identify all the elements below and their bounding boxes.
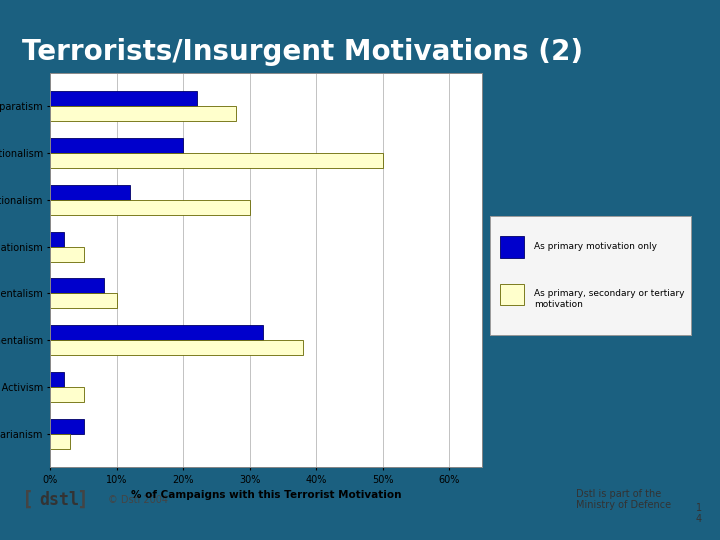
Bar (50, 200, 250, 215)
Bar (50, 232, 63, 247)
Bar (50, 153, 383, 168)
Bar (50, 106, 236, 121)
Text: Dstl is part of the
Ministry of Defence: Dstl is part of the Ministry of Defence (576, 489, 671, 510)
Text: ]: ] (76, 490, 87, 509)
Text: 1
4: 1 4 (696, 503, 702, 524)
Text: dstl: dstl (40, 491, 80, 509)
Bar (50, 293, 117, 308)
Bar (50, 91, 197, 106)
Bar (50, 387, 84, 402)
Text: Terrorists/Insurgent Motivations (2): Terrorists/Insurgent Motivations (2) (22, 38, 582, 66)
Bar (50, 138, 184, 153)
Bar (50, 185, 130, 200)
Bar (50, 419, 84, 434)
Text: As primary motivation only: As primary motivation only (534, 242, 657, 252)
Bar (50, 434, 71, 449)
Bar (50, 340, 303, 355)
Text: As primary, secondary or tertiary
motivation: As primary, secondary or tertiary motiva… (534, 289, 685, 309)
Bar (50, 372, 63, 387)
Bar (50, 325, 263, 340)
Text: [: [ (22, 490, 33, 509)
Bar (500, 284, 524, 305)
Bar (500, 236, 524, 258)
Bar (50, 247, 84, 261)
Text: © Dstl 2004: © Dstl 2004 (108, 495, 168, 505)
Bar (50, 279, 104, 293)
X-axis label: % of Campaigns with this Terrorist Motivation: % of Campaigns with this Terrorist Motiv… (131, 490, 402, 500)
